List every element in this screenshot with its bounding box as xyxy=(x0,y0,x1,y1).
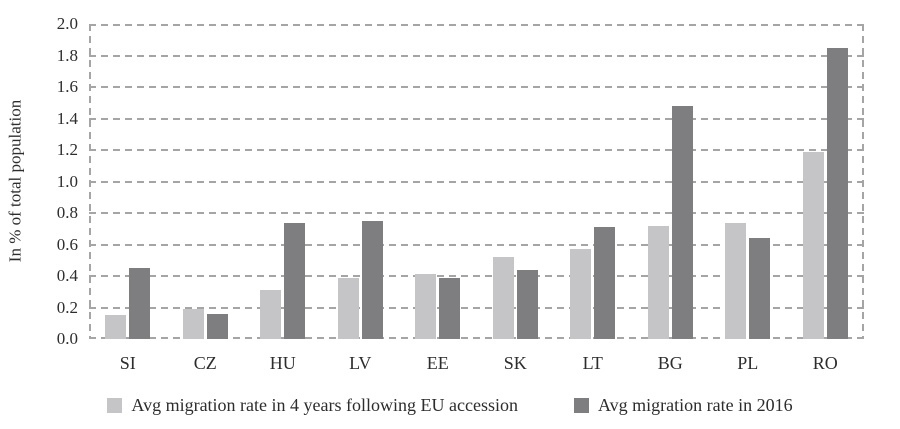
bar-ee-series2 xyxy=(439,277,461,339)
bar-group-lt xyxy=(554,24,632,339)
legend: Avg migration rate in 4 years following … xyxy=(0,392,900,418)
x-tick-label-ro: RO xyxy=(812,353,838,373)
bar-group-cz xyxy=(167,24,245,339)
bar-group-ee xyxy=(399,24,477,339)
bar-group-si xyxy=(89,24,167,339)
gridline-0.8 xyxy=(89,212,864,214)
x-tick-label-sk: SK xyxy=(503,353,527,373)
bar-hu-series1 xyxy=(260,290,282,339)
bar-bg-series2 xyxy=(671,105,693,339)
y-tick-label-1.0: 1.0 xyxy=(56,171,78,191)
bar-lt-series1 xyxy=(570,249,592,339)
gridline-1.4 xyxy=(89,117,864,120)
x-tick-label-lv: LV xyxy=(349,353,372,373)
bar-group-sk xyxy=(477,24,555,339)
x-tick-label-lt: LT xyxy=(582,353,603,373)
bar-ro-series2 xyxy=(826,47,848,339)
bar-bg-series1 xyxy=(647,225,669,339)
bar-group-ro xyxy=(787,24,865,339)
y-tick-label-1.8: 1.8 xyxy=(56,45,78,65)
x-tick-label-bg: BG xyxy=(657,353,683,373)
bar-lt-series2 xyxy=(594,227,616,339)
y-tick-label-0.8: 0.8 xyxy=(56,203,78,222)
y-tick-label-0.6: 0.6 xyxy=(56,234,78,254)
legend-label-accession: Avg migration rate in 4 years following … xyxy=(131,394,518,415)
bar-pl-series2 xyxy=(749,238,771,339)
x-tick-label-pl: PL xyxy=(737,353,759,373)
x-tick-label-hu: HU xyxy=(269,353,296,373)
gridline-1.2 xyxy=(89,149,864,151)
legend-item-accession: Avg migration rate in 4 years following … xyxy=(107,395,518,416)
bar-group-bg xyxy=(632,24,710,339)
bar-ro-series1 xyxy=(802,151,824,339)
bar-pl-series1 xyxy=(725,222,747,339)
bar-group-hu xyxy=(244,24,322,339)
legend-swatch-2016 xyxy=(573,397,589,413)
x-tick-label-si: SI xyxy=(119,353,136,373)
bar-cz-series1 xyxy=(182,309,204,339)
x-tick-label-ee: EE xyxy=(426,353,449,373)
bar-si-series1 xyxy=(105,315,127,339)
bar-ee-series1 xyxy=(415,274,437,339)
bar-sk-series2 xyxy=(516,269,538,339)
gridline-1.6 xyxy=(89,86,864,88)
bar-lv-series2 xyxy=(361,220,383,339)
bar-sk-series1 xyxy=(492,257,514,339)
bar-lv-series1 xyxy=(337,277,359,339)
gridline-1.0 xyxy=(89,180,864,183)
y-tick-label-2.0: 2.0 xyxy=(56,14,78,33)
bar-group-pl xyxy=(709,24,787,339)
x-axis-labels: SI CZ HU LV EE SK LT BG PL RO xyxy=(89,353,864,374)
y-tick-label-0.0: 0.0 xyxy=(56,329,78,348)
y-axis-ticks: 0.0 0.2 0.4 0.6 0.8 1.0 1.2 1.4 1.6 1.8 2.0 xyxy=(0,14,78,348)
y-tick-label-0.4: 0.4 xyxy=(56,266,78,285)
gridline-0.2 xyxy=(89,306,864,309)
legend-swatch-accession xyxy=(107,397,123,413)
legend-item-2016: Avg migration rate in 2016 xyxy=(573,394,793,416)
gridline-0.6 xyxy=(89,243,864,246)
plot-border-left xyxy=(89,24,91,339)
y-tick-label-1.2: 1.2 xyxy=(56,140,78,159)
gridline-0.4 xyxy=(89,275,864,277)
bar-group-lv xyxy=(322,24,400,339)
plot-area xyxy=(89,24,864,339)
y-tick-label-0.2: 0.2 xyxy=(56,297,78,317)
legend-label-2016: Avg migration rate in 2016 xyxy=(597,394,793,415)
y-tick-label-1.6: 1.6 xyxy=(56,77,78,96)
bar-cz-series2 xyxy=(206,313,228,339)
x-tick-label-cz: CZ xyxy=(193,353,217,373)
gridline-1.8 xyxy=(89,54,864,57)
bar-hu-series2 xyxy=(284,222,306,339)
bar-si-series2 xyxy=(129,268,151,339)
y-tick-label-1.4: 1.4 xyxy=(56,108,78,128)
plot-border-right xyxy=(862,24,864,339)
gridline-0.0 xyxy=(89,337,864,339)
gridline-2.0 xyxy=(89,24,864,26)
